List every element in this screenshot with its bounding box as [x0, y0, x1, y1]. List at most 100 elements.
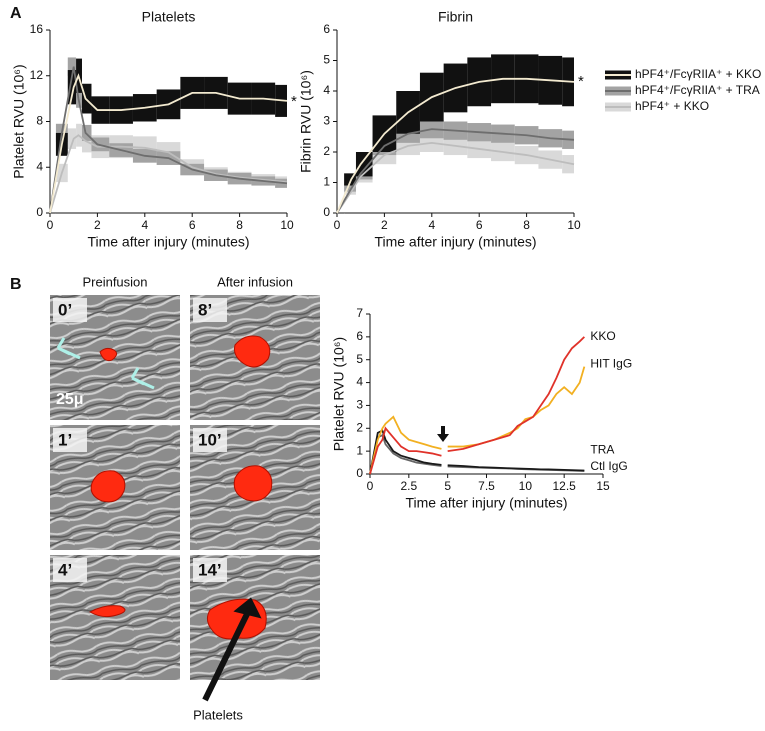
legend-label: hPF4⁺/FcγRIIA⁺ + TRA	[635, 83, 760, 97]
frame-label-box	[193, 428, 227, 452]
error-band	[344, 185, 356, 192]
infusion-arrow	[437, 426, 450, 442]
series-label: Ctl IgG	[590, 459, 627, 473]
x-axis-label: Time after injury (minutes)	[374, 234, 536, 250]
frame-label-box	[53, 428, 87, 452]
y-tick-label: 3	[356, 398, 363, 412]
chart-title: Fibrin	[438, 9, 473, 25]
y-tick-label: 0	[36, 205, 43, 219]
x-tick-label: 6	[476, 218, 483, 232]
x-tick-label: 10	[567, 218, 581, 232]
x-tick-label: 10	[519, 479, 533, 493]
x-axis-label: Time after injury (minutes)	[87, 234, 249, 250]
frame-label: 8’	[198, 300, 212, 319]
x-tick-label: 6	[189, 218, 196, 232]
error-band	[67, 70, 77, 105]
panel-label: A	[10, 5, 22, 22]
frame-label-box	[53, 558, 87, 582]
x-tick-label: 2	[381, 218, 388, 232]
series-line	[336, 128, 575, 214]
series-label: TRA	[590, 443, 614, 457]
series-line	[336, 141, 575, 214]
x-tick-label: 5	[444, 479, 451, 493]
frame-label: 0’	[58, 300, 72, 319]
y-tick-label: 2	[356, 420, 363, 434]
y-tick-label: 1	[356, 443, 363, 457]
legend-label: hPF4⁺ + KKO	[635, 99, 709, 113]
series-line	[49, 134, 288, 214]
x-tick-label: 8	[523, 218, 530, 232]
series-line	[369, 429, 585, 475]
series-line	[336, 77, 575, 214]
y-tick-label: 4	[356, 375, 363, 389]
x-tick-label: 4	[428, 218, 435, 232]
scale-bar-label: 25μ	[56, 391, 84, 408]
x-tick-label: 7.5	[478, 479, 495, 493]
frame-label-box	[193, 298, 227, 322]
error-band	[50, 213, 56, 214]
x-tick-label: 15	[596, 479, 610, 493]
platelet-thrombus	[234, 335, 271, 368]
frame-label: 10’	[198, 430, 222, 449]
x-axis-label: Time after injury (minutes)	[405, 495, 567, 511]
y-tick-label: 2	[323, 144, 330, 158]
series-line	[49, 73, 288, 214]
y-tick-label: 8	[36, 114, 43, 128]
series-label: KKO	[590, 329, 615, 343]
error-band	[67, 128, 77, 149]
y-tick-label: 4	[323, 83, 330, 97]
frame-label-box	[53, 298, 87, 322]
platelet-thrombus	[90, 470, 126, 503]
error-band	[562, 155, 574, 174]
x-tick-label: 12.5	[552, 479, 576, 493]
y-axis-label: Platelet RVU (10⁶)	[11, 64, 27, 178]
y-tick-label: 0	[356, 466, 363, 480]
chart-title: Platelets	[142, 9, 196, 25]
y-axis-label: Fibrin RVU (10⁶)	[298, 70, 314, 173]
x-tick-label: 0	[367, 479, 374, 493]
y-tick-label: 7	[356, 306, 363, 320]
arrow	[130, 367, 155, 390]
error-band	[344, 173, 356, 186]
x-tick-label: 8	[236, 218, 243, 232]
y-tick-label: 16	[30, 22, 44, 36]
x-tick-label: 0	[47, 218, 54, 232]
platelet-thrombus	[99, 347, 118, 362]
x-tick-label: 2	[94, 218, 101, 232]
y-tick-label: 3	[323, 114, 330, 128]
callout-label: Platelets	[193, 707, 243, 722]
callout-arrow	[202, 597, 262, 702]
column-label: After infusion	[217, 274, 293, 289]
frame-label: 1’	[58, 430, 72, 449]
error-band	[337, 213, 345, 214]
annotation: *	[578, 73, 584, 90]
series-label: HIT IgG	[590, 357, 632, 371]
y-tick-label: 5	[356, 352, 363, 366]
column-label: Preinfusion	[82, 274, 147, 289]
x-tick-label: 0	[334, 218, 341, 232]
y-tick-label: 5	[323, 53, 330, 67]
series-line	[49, 66, 288, 214]
y-tick-label: 6	[323, 22, 330, 36]
micrographs: 0’ 8’ 1’ 10’ 4’ 14’ 25μ	[50, 295, 320, 702]
y-axis-label: Platelet RVU (10⁶)	[331, 337, 347, 451]
x-tick-label: 4	[141, 218, 148, 232]
annotation: *	[291, 93, 297, 110]
error-band	[67, 57, 77, 76]
y-tick-label: 4	[36, 159, 43, 173]
x-tick-label: 10	[280, 218, 294, 232]
series-line	[369, 433, 585, 475]
y-tick-label: 1	[323, 175, 330, 189]
frame-label-box	[193, 558, 227, 582]
platelet-thrombus	[233, 465, 273, 502]
legend-label: hPF4⁺/FcγRIIA⁺ + KKO	[635, 67, 761, 81]
panel-label: B	[10, 276, 22, 293]
x-tick-label: 2.5	[400, 479, 417, 493]
arrow	[56, 337, 81, 360]
frame-label: 4’	[58, 560, 72, 579]
series-line	[369, 336, 585, 475]
y-tick-label: 6	[356, 329, 363, 343]
y-tick-label: 0	[323, 205, 330, 219]
y-tick-label: 12	[30, 68, 44, 82]
